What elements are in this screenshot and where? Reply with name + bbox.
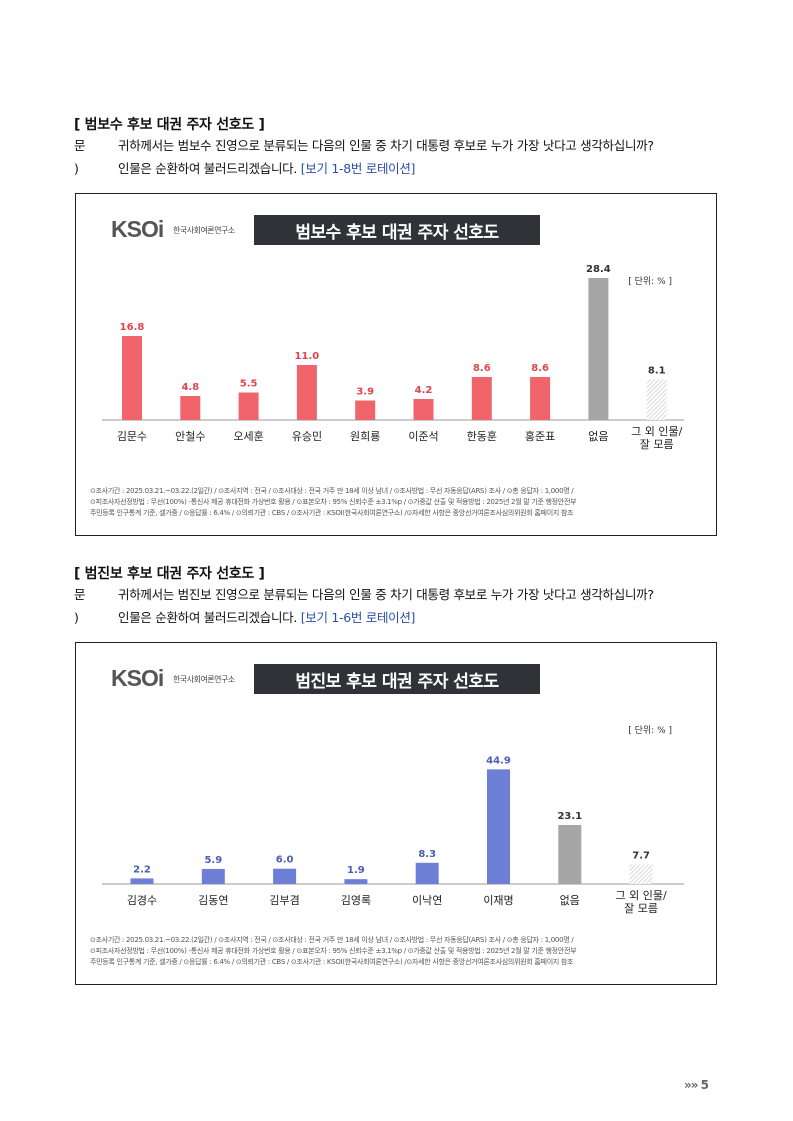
value-label: 8.1: [648, 366, 666, 377]
question-line-2: 인물은 순환하여 불러드리겠습니다. [보기 1-6번 로테이션]: [118, 606, 415, 629]
category-label: 이준석: [408, 430, 438, 443]
value-label: 1.9: [347, 865, 365, 876]
question-label: 문 ): [74, 138, 86, 176]
bar-유승민: [296, 365, 317, 420]
question-line-2-text: 인물은 순환하여 불러드리겠습니다.: [118, 610, 301, 625]
category-label: 그 외 인물/잘 모름: [616, 889, 667, 915]
survey-footnote: ⊙조사기간 : 2025.03.21.~03.22.(2일간) / ⊙조사지역 …: [90, 486, 706, 519]
section-title-conservative: [ 범보수 후보 대권 주자 선호도 ]: [74, 117, 265, 133]
unit-label: [ 단위: % ]: [628, 277, 672, 287]
category-label: 원희룡: [350, 430, 380, 443]
footnote-line-1: ⊙조사기간 : 2025.03.21.~03.22.(2일간) / ⊙조사지역 …: [90, 487, 574, 495]
rotation-note: [보기 1-8번 로테이션]: [300, 161, 416, 176]
category-label: 이낙연: [412, 894, 442, 907]
ksoi-logo-org: 한국사회여론연구소: [173, 675, 235, 684]
bar-이준석: [413, 399, 434, 420]
chart-card-progressive: KSOi 한국사회여론연구소 범진보 후보 대권 주자 선호도 [ 단위: % …: [75, 642, 717, 985]
bar-안철수: [180, 396, 201, 420]
rotation-note: [보기 1-6번 로테이션]: [300, 610, 416, 625]
bar-그외인물: [646, 379, 667, 420]
value-label: 2.2: [133, 864, 151, 875]
bar-김문수: [122, 336, 142, 420]
footnote-line-2: ⊙피조사자선정방법 : 무선(100%) -통신사 제공 휴대전화 가상번호 활…: [90, 498, 577, 506]
bar-chart-progressive: 2.2 김경수 5.9 김동연 6.0 김부겸 1.9 김영록 8.3 이낙연 44.9 이재명 23.…: [102, 755, 684, 915]
chart-banner-title: 범진보 후보 대권 주자 선호도: [254, 664, 540, 694]
bar-이낙연: [415, 862, 439, 884]
category-label: 없음: [560, 894, 580, 907]
category-label: 김부겸: [269, 894, 299, 907]
value-label: 11.0: [295, 351, 320, 362]
section-title-progressive: [ 범진보 후보 대권 주자 선호도 ]: [74, 566, 265, 582]
value-label: 4.8: [181, 382, 199, 393]
footnote-line-2: ⊙피조사자선정방법 : 무선(100%) -통신사 제공 휴대전화 가상번호 활…: [90, 947, 577, 955]
value-label: 8.6: [531, 363, 549, 374]
category-label: 김경수: [127, 894, 157, 907]
value-label: 5.9: [204, 855, 222, 866]
footnote-line-1: ⊙조사기간 : 2025.03.21.~03.22.(2일간) / ⊙조사지역 …: [90, 936, 574, 944]
bar-오세훈: [238, 392, 259, 420]
bar-김영록: [344, 879, 368, 884]
value-label: 23.1: [557, 811, 582, 822]
bar-없음: [588, 278, 609, 420]
question-line-2: 인물은 순환하여 불러드리겠습니다. [보기 1-8번 로테이션]: [118, 157, 415, 180]
page-number: »» 5: [684, 1078, 709, 1092]
bar-김동연: [201, 868, 225, 884]
category-label: 이재명: [483, 894, 513, 907]
value-label: 16.8: [120, 322, 145, 333]
value-label: 6.0: [276, 855, 294, 866]
ksoi-logo-mark: KSOi: [111, 216, 164, 242]
category-label: 한동훈: [467, 430, 497, 443]
category-label: 오세훈: [233, 430, 263, 443]
category-label: 그 외 인물/잘 모름: [631, 425, 682, 451]
value-label: 5.5: [240, 379, 258, 390]
bar-원희룡: [355, 400, 376, 420]
category-label: 김동연: [198, 894, 228, 907]
category-label: 안철수: [175, 430, 205, 443]
value-label: 4.2: [415, 385, 433, 396]
bar-홍준표: [530, 377, 551, 420]
bar-chart-conservative: 16.8 김문수 4.8 안철수 5.5 오세훈 11.0 유승민 3.9 원희룡 4.2 이준석 8.…: [102, 264, 684, 451]
category-label: 없음: [588, 430, 608, 443]
value-label: 8.6: [473, 363, 491, 374]
ksoi-logo-org: 한국사회여론연구소: [173, 226, 235, 235]
category-label: 유승민: [292, 430, 322, 443]
value-label: 28.4: [586, 264, 611, 275]
value-label: 3.9: [356, 387, 374, 398]
category-label: 김문수: [117, 430, 147, 443]
survey-footnote: ⊙조사기간 : 2025.03.21.~03.22.(2일간) / ⊙조사지역 …: [90, 935, 706, 968]
question-line-1: 귀하께서는 범보수 진영으로 분류되는 다음의 인물 중 차기 대통령 후보로 …: [118, 138, 654, 153]
footnote-line-3: 주민등록 인구통계 기준, 셀가중 / ⊙응답률 : 6.4% / ⊙의뢰기관 …: [90, 509, 574, 517]
value-label: 44.9: [486, 755, 511, 766]
footnote-line-3: 주민등록 인구통계 기준, 셀가중 / ⊙응답률 : 6.4% / ⊙의뢰기관 …: [90, 958, 574, 966]
category-label: 홍준표: [525, 429, 555, 443]
question-line-1: 귀하께서는 범진보 진영으로 분류되는 다음의 인물 중 차기 대통령 후보로 …: [118, 587, 654, 602]
bar-이재명: [487, 769, 510, 884]
value-label: 7.7: [632, 850, 650, 861]
unit-label: [ 단위: % ]: [628, 726, 672, 736]
bar-그외인물: [629, 864, 653, 884]
ksoi-logo-mark: KSOi: [111, 665, 164, 691]
chart-card-conservative: KSOi 한국사회여론연구소 범보수 후보 대권 주자 선호도 [ 단위: % …: [75, 193, 717, 536]
chart-banner-title: 범보수 후보 대권 주자 선호도: [254, 215, 540, 245]
question-line-2-text: 인물은 순환하여 불러드리겠습니다.: [118, 161, 301, 176]
bar-없음: [558, 825, 582, 884]
question-label: 문 ): [74, 587, 86, 625]
bar-김부겸: [273, 868, 297, 884]
category-label: 김영록: [341, 894, 371, 907]
value-label: 8.3: [418, 849, 436, 860]
bar-한동훈: [471, 377, 492, 420]
bar-김경수: [130, 878, 154, 884]
